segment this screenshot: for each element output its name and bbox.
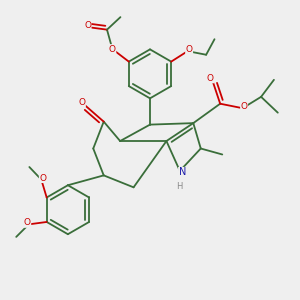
Text: O: O bbox=[241, 102, 248, 111]
Text: H: H bbox=[176, 182, 182, 191]
Text: O: O bbox=[186, 45, 193, 54]
Text: N: N bbox=[178, 167, 186, 177]
Text: O: O bbox=[24, 218, 31, 227]
Text: O: O bbox=[109, 45, 116, 54]
Text: O: O bbox=[39, 174, 46, 183]
Text: O: O bbox=[207, 74, 214, 83]
Text: O: O bbox=[78, 98, 85, 107]
Text: O: O bbox=[84, 21, 91, 30]
